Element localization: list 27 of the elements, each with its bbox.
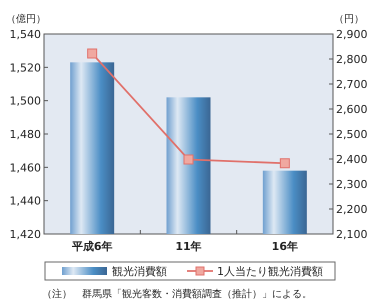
y2-tick-label: 2,900 [336,28,368,41]
y-tick-label: 1,540 [10,28,41,41]
y2-tick-label: 2,400 [336,153,368,166]
y-tick-label: 1,420 [10,228,41,241]
y-axis-title: （億円） [6,13,46,25]
y2-tick-label: 2,100 [336,228,368,241]
legend-label: 観光消費額 [112,265,167,278]
y2-tick-label: 2,500 [336,128,368,141]
point [280,158,290,168]
x-tick-label: 16年 [272,240,298,253]
y2-tick-label: 2,300 [336,178,368,191]
point [87,48,98,58]
y-tick-label: 1,500 [10,94,41,108]
y-tick-label: 1,480 [10,128,41,141]
y2-axis-title: （円） [334,14,364,25]
y2-tick-label: 2,200 [336,203,368,216]
legend-label: 1人当たり観光消費額 [217,265,323,278]
x-tick-label: 11年 [175,240,202,253]
y2-tick-label: 2,800 [336,53,368,66]
x-tick-label: 平成6年 [70,240,112,253]
y-tick-label: 1,440 [10,194,41,208]
y2-tick-label: 2,700 [336,78,368,91]
y2-tick-label: 2,600 [336,103,368,116]
point [184,154,194,164]
y-tick-label: 1,520 [10,61,41,74]
text: （注） 群馬県「観光客数・消費額調査（推計）」による。 [42,288,312,300]
y-tick-label: 1,460 [10,161,41,174]
